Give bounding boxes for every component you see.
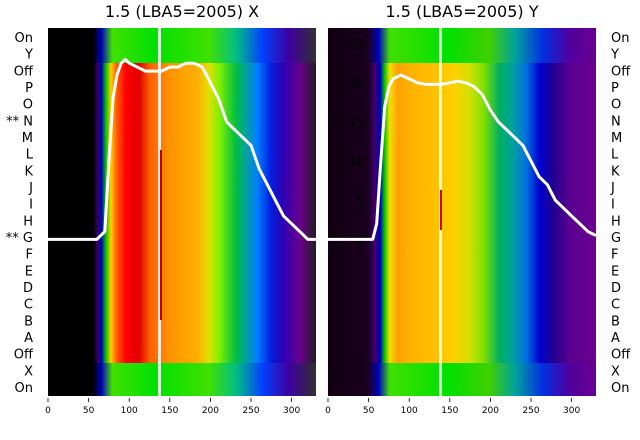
row-label-left: I <box>29 198 33 213</box>
panel-y-heatmap-redbar <box>440 190 442 230</box>
row-label-left: Y <box>24 48 33 63</box>
panel-x-title: 1.5 (LBA5=2005) X <box>105 2 259 21</box>
ytick-label: 10 <box>68 155 85 170</box>
row-label-left: B <box>24 314 33 329</box>
row-label-right: B <box>611 314 620 329</box>
ytick-label: 15 <box>348 116 365 131</box>
row-label-right: O <box>611 98 621 113</box>
panel-y-line <box>328 73 597 241</box>
row-label-left: E <box>25 264 33 279</box>
row-label-right: P <box>611 81 619 96</box>
panel-x-heatmap-stripe <box>158 28 161 396</box>
row-label-right: A <box>611 331 620 346</box>
row-label-left: D <box>23 281 33 296</box>
row-label-left: X <box>24 364 33 379</box>
row-label-left: C <box>24 298 33 313</box>
xtick-label: 250 <box>242 406 259 416</box>
row-label-left: P <box>25 81 33 96</box>
row-label-left: ** N <box>6 114 33 129</box>
row-label-right: Y <box>610 48 619 63</box>
row-label-right: M <box>611 131 622 146</box>
row-label-left: A <box>24 331 33 346</box>
panel-x-xticks: 0 50 100 150 200 250 300 <box>45 398 300 416</box>
row-label-right: G <box>611 231 621 246</box>
ytick-label: 15 <box>68 116 85 131</box>
xtick-label: 300 <box>283 406 300 416</box>
row-label-left: J <box>28 181 33 196</box>
panel-x-heatmap-top <box>48 28 316 63</box>
row-label-right: L <box>611 148 619 163</box>
xtick-label: 250 <box>522 406 539 416</box>
xtick-label: 50 <box>363 406 375 416</box>
row-label-right: On <box>611 31 629 46</box>
panel-y-xticks: 0 50 100 150 200 250 300 <box>325 398 580 416</box>
ytick-label: 20 <box>348 77 365 92</box>
xtick-label: 50 <box>83 406 95 416</box>
ytick-label: 25 <box>348 38 365 53</box>
panel-x-heatmap-redbar <box>160 150 162 320</box>
panel-y-yticks: 0 5 10 15 20 25 <box>348 38 371 248</box>
row-label-left: F <box>26 248 33 263</box>
row-label-right: E <box>611 264 619 279</box>
ytick-label: 0 <box>77 233 85 248</box>
row-label-right: Off <box>611 64 631 79</box>
row-label-left: L <box>26 148 34 163</box>
row-label-left: ** G <box>6 231 33 246</box>
panel-x-heatmap-main <box>48 63 316 363</box>
row-label-right: H <box>611 214 621 229</box>
xtick-label: 200 <box>202 406 219 416</box>
row-label-left: M <box>22 131 33 146</box>
row-label-right: C <box>611 298 620 313</box>
row-label-left: O <box>23 98 33 113</box>
panel-x-yticks: 0 5 10 15 20 25 <box>68 38 91 248</box>
panel-y-heatmap-bottom <box>328 363 596 396</box>
ytick-label: 25 <box>68 38 85 53</box>
row-label-right: K <box>611 164 620 179</box>
panel-y-heatmap-main <box>328 63 596 363</box>
row-label-left: On <box>15 381 33 396</box>
xtick-label: 0 <box>45 406 51 416</box>
panel-x-line <box>48 57 316 241</box>
xtick-label: 100 <box>121 406 138 416</box>
panel-x: 1.5 (LBA5=2005) X 0 50 100 150 200 250 300 0 5 1… <box>45 2 316 416</box>
row-label-left: H <box>23 214 33 229</box>
row-label-right: X <box>611 364 620 379</box>
row-label-left: Off <box>14 64 34 79</box>
row-label-left: K <box>24 164 33 179</box>
row-label-right: J <box>610 181 615 196</box>
ytick-label: 0 <box>357 233 365 248</box>
row-label-left: On <box>15 31 33 46</box>
panel-x-heatmap-bottom <box>48 363 316 396</box>
panel-y: 1.5 (LBA5=2005) Y 0 50 100 150 200 250 300 0 5 1… <box>325 2 597 416</box>
xtick-label: 100 <box>401 406 418 416</box>
row-label-right: F <box>611 248 618 263</box>
row-label-right: D <box>611 281 621 296</box>
xtick-label: 300 <box>563 406 580 416</box>
panel-y-heatmap <box>328 28 596 396</box>
row-label-left: Off <box>14 348 34 363</box>
ytick-label: 5 <box>77 194 85 209</box>
panel-y-title: 1.5 (LBA5=2005) Y <box>385 2 538 21</box>
row-label-right: I <box>611 198 615 213</box>
xtick-label: 0 <box>325 406 331 416</box>
ytick-label: 5 <box>357 194 365 209</box>
xtick-label: 150 <box>441 406 458 416</box>
xtick-label: 200 <box>482 406 499 416</box>
ytick-label: 10 <box>348 155 365 170</box>
xtick-label: 150 <box>161 406 178 416</box>
panel-x-heatmap <box>48 28 316 396</box>
row-label-right: Off <box>611 348 631 363</box>
row-label-right: N <box>611 114 621 129</box>
panel-y-heatmap-top <box>328 28 596 63</box>
row-label-right: On <box>611 381 629 396</box>
ytick-label: 20 <box>68 77 85 92</box>
